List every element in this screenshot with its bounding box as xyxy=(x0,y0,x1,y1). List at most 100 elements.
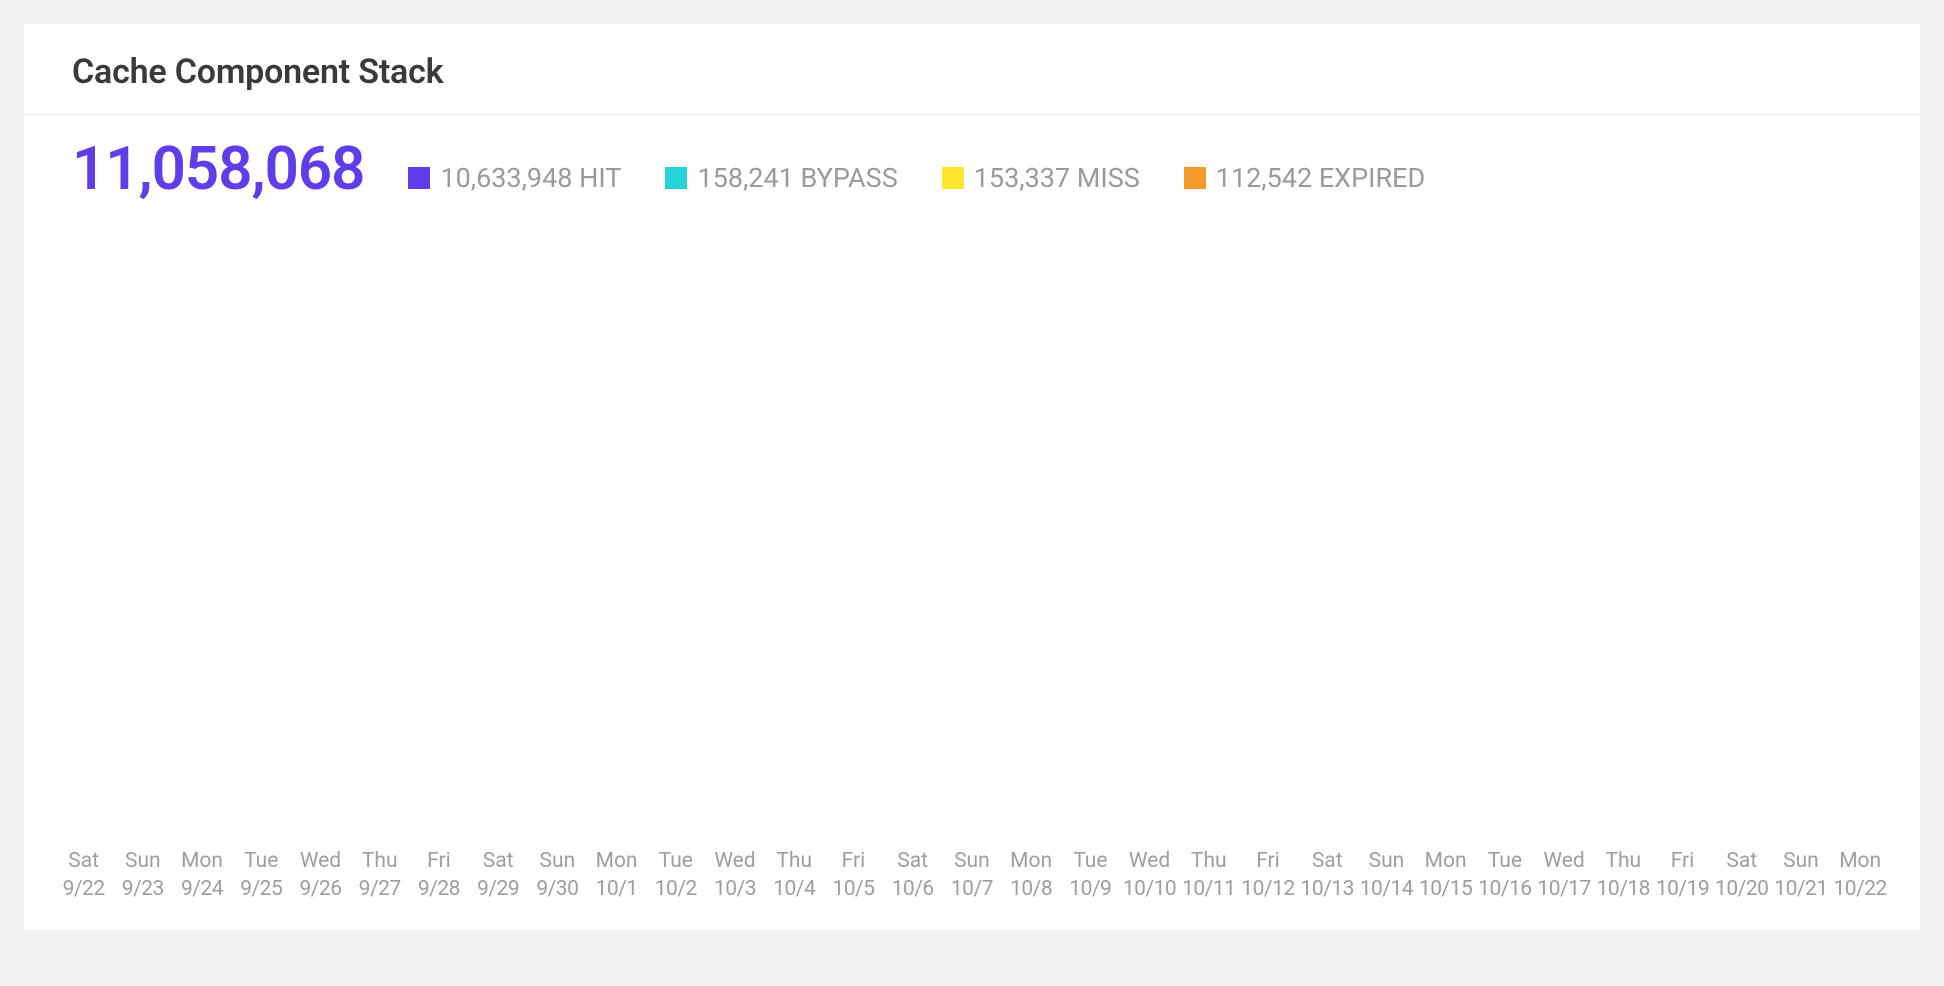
x-label-date: 10/12 xyxy=(1240,875,1295,903)
x-label-27: Fri10/19 xyxy=(1655,847,1710,904)
bar-2[interactable] xyxy=(60,221,66,841)
x-label-dow: Sat xyxy=(1300,847,1355,875)
bar-17[interactable] xyxy=(210,221,216,841)
x-label-dow: Thu xyxy=(352,847,407,875)
bar-21[interactable] xyxy=(250,221,256,841)
x-label-dow: Sat xyxy=(885,847,940,875)
x-label-dow: Fri xyxy=(1655,847,1710,875)
bar-23[interactable] xyxy=(270,221,276,841)
bar-26[interactable] xyxy=(300,221,306,841)
x-label-date: 9/30 xyxy=(530,875,585,903)
bar-5[interactable] xyxy=(90,221,96,841)
x-label-date: 10/14 xyxy=(1359,875,1414,903)
x-label-date: 10/11 xyxy=(1181,875,1236,903)
bar-1[interactable] xyxy=(50,221,56,841)
x-label-dow: Mon xyxy=(174,847,229,875)
legend-label-miss: 153,337 MISS xyxy=(974,162,1140,194)
bar-11[interactable] xyxy=(150,221,156,841)
x-label-12: Thu10/4 xyxy=(767,847,822,904)
x-label-date: 10/8 xyxy=(1004,875,1059,903)
bar-8[interactable] xyxy=(120,221,126,841)
bar-6[interactable] xyxy=(100,221,106,841)
bar-20[interactable] xyxy=(240,221,246,841)
stacked-bar-chart xyxy=(40,221,1904,841)
card-title: Cache Component Stack xyxy=(72,52,1872,92)
x-label-date: 10/6 xyxy=(885,875,940,903)
x-label-1: Sun9/23 xyxy=(115,847,170,904)
chart-area: Sat9/22Sun9/23Mon9/24Tue9/25Wed9/26Thu9/… xyxy=(24,203,1920,930)
bar-18[interactable] xyxy=(220,221,226,841)
bar-9[interactable] xyxy=(130,221,136,841)
x-label-19: Thu10/11 xyxy=(1181,847,1236,904)
legend-item-expired[interactable]: 112,542 EXPIRED xyxy=(1184,162,1425,194)
bar-19[interactable] xyxy=(230,221,236,841)
x-label-dow: Fri xyxy=(1240,847,1295,875)
bar-4[interactable] xyxy=(80,221,86,841)
x-axis: Sat9/22Sun9/23Mon9/24Tue9/25Wed9/26Thu9/… xyxy=(40,841,1904,922)
x-label-date: 10/9 xyxy=(1063,875,1118,903)
x-label-4: Wed9/26 xyxy=(293,847,348,904)
x-label-26: Thu10/18 xyxy=(1596,847,1651,904)
x-label-17: Tue10/9 xyxy=(1063,847,1118,904)
bar-30[interactable] xyxy=(340,221,346,841)
x-label-29: Sun10/21 xyxy=(1773,847,1828,904)
bar-3[interactable] xyxy=(70,221,76,841)
x-label-date: 10/4 xyxy=(767,875,822,903)
x-label-dow: Sun xyxy=(115,847,170,875)
x-label-dow: Tue xyxy=(234,847,289,875)
x-label-7: Sat9/29 xyxy=(471,847,526,904)
legend-item-hit[interactable]: 10,633,948 HIT xyxy=(408,162,621,194)
card-header: Cache Component Stack xyxy=(24,24,1920,115)
x-label-date: 10/17 xyxy=(1536,875,1591,903)
x-label-dow: Mon xyxy=(1418,847,1473,875)
bar-25[interactable] xyxy=(290,221,296,841)
x-label-date: 10/16 xyxy=(1477,875,1532,903)
x-label-dow: Mon xyxy=(589,847,644,875)
legend-item-miss[interactable]: 153,337 MISS xyxy=(942,162,1140,194)
bar-15[interactable] xyxy=(190,221,196,841)
x-label-8: Sun9/30 xyxy=(530,847,585,904)
x-label-dow: Fri xyxy=(411,847,466,875)
x-label-dow: Thu xyxy=(1181,847,1236,875)
bar-28[interactable] xyxy=(320,221,326,841)
x-label-dow: Thu xyxy=(1596,847,1651,875)
bar-27[interactable] xyxy=(310,221,316,841)
x-label-18: Wed10/10 xyxy=(1122,847,1177,904)
bar-14[interactable] xyxy=(180,221,186,841)
x-label-dow: Wed xyxy=(707,847,762,875)
bar-24[interactable] xyxy=(280,221,286,841)
x-label-dow: Sun xyxy=(944,847,999,875)
stats-row: 11,058,068 10,633,948 HIT158,241 BYPASS1… xyxy=(24,115,1920,203)
x-label-date: 10/20 xyxy=(1714,875,1769,903)
legend-swatch-hit xyxy=(408,167,430,189)
x-label-dow: Tue xyxy=(1477,847,1532,875)
x-label-dow: Sun xyxy=(1773,847,1828,875)
x-label-30: Mon10/22 xyxy=(1833,847,1888,904)
bar-29[interactable] xyxy=(330,221,336,841)
x-label-22: Sun10/14 xyxy=(1359,847,1414,904)
bar-12[interactable] xyxy=(160,221,166,841)
bar-0[interactable] xyxy=(40,221,46,841)
legend-swatch-miss xyxy=(942,167,964,189)
x-label-11: Wed10/3 xyxy=(707,847,762,904)
x-label-dow: Sat xyxy=(56,847,111,875)
x-label-5: Thu9/27 xyxy=(352,847,407,904)
x-label-date: 10/2 xyxy=(648,875,703,903)
x-label-date: 10/1 xyxy=(589,875,644,903)
legend-label-bypass: 158,241 BYPASS xyxy=(697,162,897,194)
cache-stack-card: Cache Component Stack 11,058,068 10,633,… xyxy=(24,24,1920,930)
x-label-2: Mon9/24 xyxy=(174,847,229,904)
x-label-0: Sat9/22 xyxy=(56,847,111,904)
bar-7[interactable] xyxy=(110,221,116,841)
legend-item-bypass[interactable]: 158,241 BYPASS xyxy=(665,162,897,194)
x-label-dow: Sat xyxy=(471,847,526,875)
x-label-dow: Wed xyxy=(293,847,348,875)
bar-10[interactable] xyxy=(140,221,146,841)
x-label-dow: Mon xyxy=(1004,847,1059,875)
bar-22[interactable] xyxy=(260,221,266,841)
x-label-date: 9/24 xyxy=(174,875,229,903)
bar-16[interactable] xyxy=(200,221,206,841)
bar-13[interactable] xyxy=(170,221,176,841)
x-label-date: 10/13 xyxy=(1300,875,1355,903)
x-label-date: 10/7 xyxy=(944,875,999,903)
